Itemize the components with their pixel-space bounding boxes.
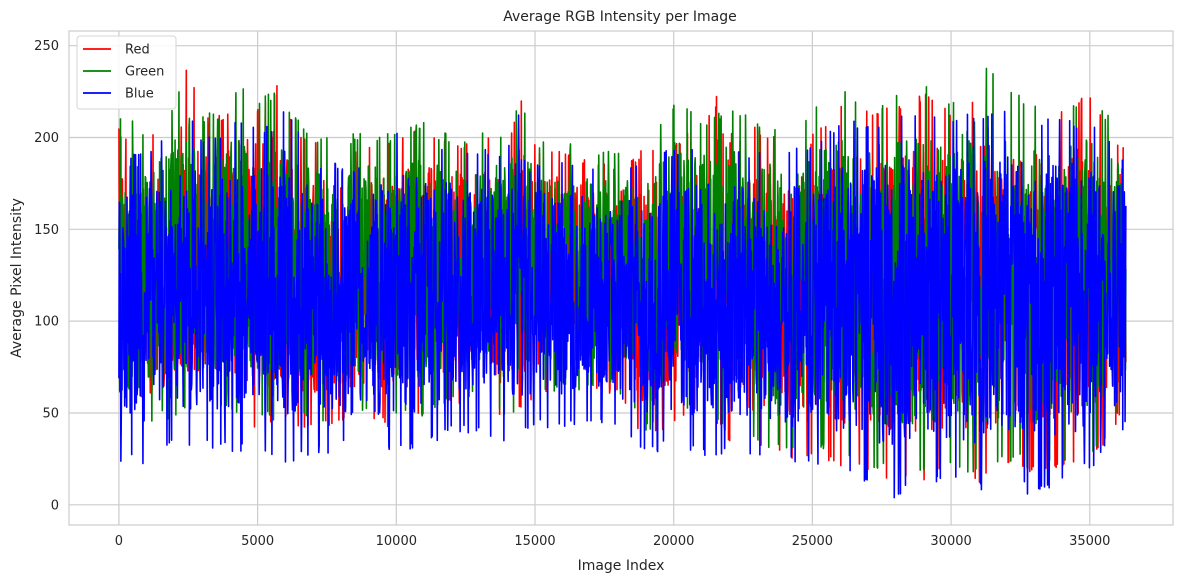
- x-axis-label: Image Index: [578, 558, 665, 574]
- plot-frame: [68, 30, 1174, 526]
- series-line-blue: [118, 110, 1127, 499]
- x-tick-label: 10000: [376, 534, 417, 549]
- tick-labels: 0 5000 10000 15000 20000 25000 30000 35000 0 50 10…: [34, 39, 1110, 549]
- y-tick-label: 150: [34, 223, 59, 238]
- legend-label-blue: Blue: [125, 87, 154, 102]
- y-axis-label: Average Pixel Intensity: [9, 198, 25, 358]
- legend: Red Green Blue: [76, 35, 177, 110]
- x-tick-label: 35000: [1069, 534, 1110, 549]
- y-tick-label: 0: [51, 498, 59, 513]
- x-tick-label: 15000: [514, 534, 555, 549]
- x-tick-label: 30000: [930, 534, 971, 549]
- y-tick-label: 100: [34, 315, 59, 330]
- y-tick-label: 250: [34, 39, 59, 54]
- x-tick-label: 20000: [653, 534, 694, 549]
- y-tick-label: 50: [42, 406, 59, 421]
- legend-label-red: Red: [125, 43, 150, 58]
- chart-title: Average RGB Intensity per Image: [503, 9, 737, 25]
- x-tick-label: 0: [115, 534, 123, 549]
- legend-label-green: Green: [125, 65, 164, 80]
- x-tick-label: 25000: [792, 534, 833, 549]
- x-tick-label: 5000: [241, 534, 274, 549]
- y-tick-label: 200: [34, 131, 59, 146]
- legend-box: [76, 35, 177, 110]
- series-layer: [118, 67, 1127, 499]
